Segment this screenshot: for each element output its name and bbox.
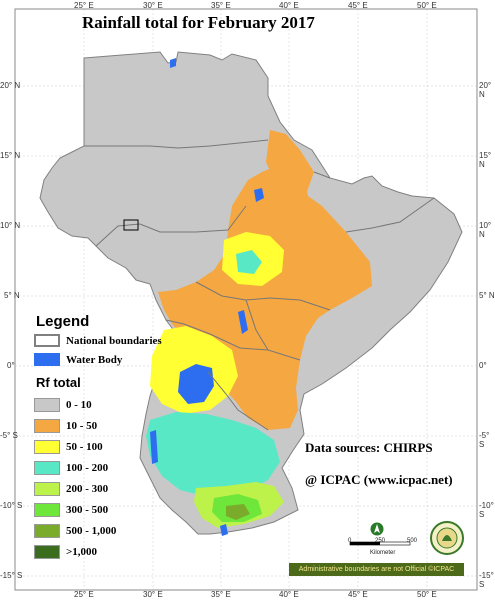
rf-total-heading: Rf total xyxy=(36,375,81,390)
data-source-label: Data sources: CHIRPS xyxy=(305,440,433,455)
rf-class: 0 - 10 xyxy=(34,398,92,412)
lon-tick-top: 45° E xyxy=(348,1,368,10)
rf-class-swatch xyxy=(34,419,60,433)
lat-tick-right: -10° S xyxy=(479,501,494,519)
rf-class: 50 - 100 xyxy=(34,440,103,454)
rf-class: 200 - 300 xyxy=(34,482,108,496)
lat-tick-right: 10° N xyxy=(479,221,492,239)
legend-label: Water Body xyxy=(66,353,123,366)
lat-tick-left: -15° S xyxy=(0,571,23,580)
lon-tick-bottom: 25° E xyxy=(74,590,94,599)
rf-class-swatch xyxy=(34,461,60,475)
legend-title: Legend xyxy=(36,313,90,330)
rf-class-label: >1,000 xyxy=(66,546,98,558)
bir-tawil-box xyxy=(123,219,139,231)
lat-tick-right: 20° N xyxy=(479,81,492,99)
lake-nasser xyxy=(170,58,176,68)
scale-unit-label: Kilometer xyxy=(370,550,396,556)
north-arrow-icon xyxy=(370,522,384,536)
legend-label: National boundaries xyxy=(66,334,162,347)
national-boundaries xyxy=(84,139,435,431)
lon-tick-bottom: 45° E xyxy=(348,590,368,599)
lake-turkana xyxy=(238,310,248,334)
rf-class-label: 500 - 1,000 xyxy=(66,525,117,537)
icpac-credit: @ ICPAC (www.icpac.net) xyxy=(305,472,453,487)
lat-tick-left: 5° N xyxy=(4,291,20,300)
admin-boundary-note: Administrative boundaries are not Offici… xyxy=(289,563,464,576)
rf-class: 500 - 1,000 xyxy=(34,524,116,538)
zone-100-200-tanzania xyxy=(146,412,280,496)
rf-class-label: 0 - 10 xyxy=(66,399,92,411)
lat-tick-left: -5° S xyxy=(0,431,18,440)
lat-tick-left: 20° N xyxy=(0,81,21,90)
lat-tick-right: 15° N xyxy=(479,151,492,169)
lake-tana xyxy=(254,188,264,202)
lat-tick-right: 0° xyxy=(479,361,487,370)
legend-item: Water Body xyxy=(34,353,122,366)
rf-class-label: 10 - 50 xyxy=(66,420,98,432)
lake-victoria xyxy=(178,364,214,404)
rf-class: 10 - 50 xyxy=(34,419,97,433)
lon-tick-top: 35° E xyxy=(211,1,231,10)
rf-class: >1,000 xyxy=(34,545,97,559)
zone-100-200-south-sudan xyxy=(236,250,262,274)
lake-tanganyika xyxy=(150,430,158,464)
lon-tick-top: 50° E xyxy=(417,1,437,10)
scale-label: 250 xyxy=(375,538,386,544)
lon-tick-bottom: 35° E xyxy=(211,590,231,599)
rf-class-swatch xyxy=(34,545,60,559)
rf-class: 300 - 500 xyxy=(34,503,108,517)
lon-tick-bottom: 50° E xyxy=(417,590,437,599)
lon-tick-top: 25° E xyxy=(74,1,94,10)
rf-class-label: 100 - 200 xyxy=(66,462,109,474)
scale-label: 0 xyxy=(348,538,352,544)
lat-tick-right: -15° S xyxy=(479,571,494,589)
rf-class-swatch xyxy=(34,524,60,538)
lon-tick-top: 40° E xyxy=(279,1,299,10)
scale-label: 500 xyxy=(407,538,418,544)
lon-tick-top: 30° E xyxy=(143,1,163,10)
map-title: Rainfall total for February 2017 xyxy=(82,13,315,32)
lon-tick-bottom: 40° E xyxy=(279,590,299,599)
rf-class-swatch xyxy=(34,398,60,412)
rf-class-label: 200 - 300 xyxy=(66,483,109,495)
lat-tick-left: 10° N xyxy=(0,221,21,230)
lat-tick-right: -5° S xyxy=(479,431,490,449)
lat-tick-left: -10° S xyxy=(0,501,23,510)
lake-malawi xyxy=(220,524,228,536)
icpac-logo-icon xyxy=(430,521,464,555)
lat-tick-right: 5° N xyxy=(479,291,495,300)
rf-class-swatch xyxy=(34,503,60,517)
zone-500-1000 xyxy=(226,504,250,520)
lat-tick-left: 15° N xyxy=(0,151,21,160)
scale-bar xyxy=(349,541,411,546)
legend-swatch xyxy=(34,353,60,366)
rf-class-label: 50 - 100 xyxy=(66,441,103,453)
rf-class-label: 300 - 500 xyxy=(66,504,109,516)
lon-tick-bottom: 30° E xyxy=(143,590,163,599)
lat-tick-left: 0° xyxy=(7,361,15,370)
rf-class-swatch xyxy=(34,440,60,454)
rf-class-swatch xyxy=(34,482,60,496)
legend-swatch xyxy=(34,334,60,347)
rf-class: 100 - 200 xyxy=(34,461,108,475)
zone-10-50-north xyxy=(266,130,314,200)
legend-item: National boundaries xyxy=(34,334,162,347)
